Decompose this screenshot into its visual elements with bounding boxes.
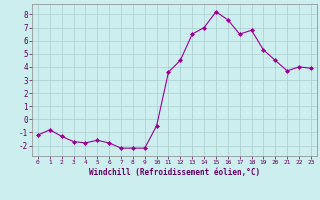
X-axis label: Windchill (Refroidissement éolien,°C): Windchill (Refroidissement éolien,°C): [89, 168, 260, 177]
